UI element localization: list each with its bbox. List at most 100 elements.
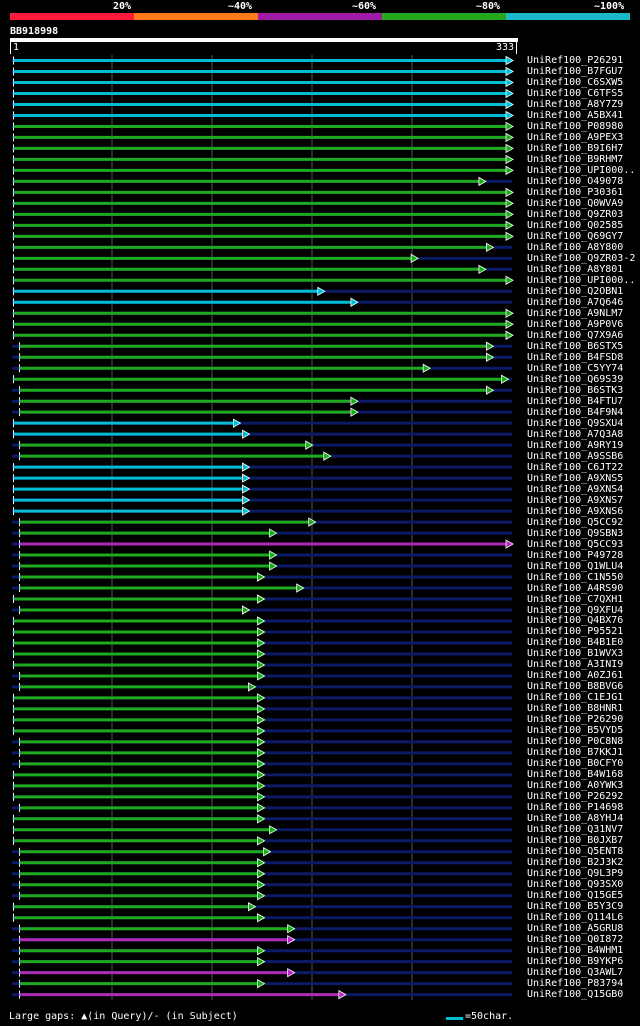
hit-label[interactable]: UniRef100_B1WVX3 — [527, 648, 624, 660]
hit-label[interactable]: UniRef100_C5YY74 — [527, 362, 624, 374]
hit-label[interactable]: UniRef100_A9XNS4 — [527, 483, 624, 495]
hit-label[interactable]: UniRef100_B5VYD5 — [527, 725, 624, 737]
hit-label[interactable]: UniRef100_B4B1E0 — [527, 637, 624, 649]
hit-label[interactable]: UniRef100_A5GRU8 — [527, 923, 624, 935]
hit-arrow — [242, 495, 251, 505]
hit-label[interactable]: UniRef100_Q114L6 — [527, 912, 624, 924]
hit-label[interactable]: UniRef100_B8BVG6 — [527, 681, 624, 693]
hit-label[interactable]: UniRef100_Q5ENT8 — [527, 846, 624, 858]
hit-label[interactable]: UniRef100_UPI000.. — [527, 164, 636, 176]
hit-label[interactable]: UniRef100_Q9L3P9 — [527, 868, 624, 880]
hit-label[interactable]: UniRef100_Q1WLU4 — [527, 560, 624, 572]
hit-label[interactable]: UniRef100_C1N550 — [527, 571, 624, 583]
hit-label[interactable]: UniRef100_A9RY19 — [527, 439, 624, 451]
hit-label[interactable]: UniRef100_A8Y7Z9 — [527, 98, 624, 110]
hit-label[interactable]: UniRef100_P26291 — [527, 55, 624, 66]
hit-label[interactable]: UniRef100_B5Y3C9 — [527, 901, 624, 913]
hit-arrow — [486, 385, 495, 395]
hit-arrow — [505, 165, 514, 176]
hit-label[interactable]: UniRef100_A7Q3A8 — [527, 428, 624, 440]
hit-label[interactable]: UniRef100_A4RS90 — [527, 582, 624, 594]
hit-label[interactable]: UniRef100_P30361 — [527, 186, 624, 198]
hit-label[interactable]: UniRef100_Q5CC93 — [527, 538, 624, 550]
hit-label[interactable]: UniRef100_C7QXH1 — [527, 593, 624, 605]
hit-label[interactable]: UniRef100_B8HNR1 — [527, 703, 624, 715]
hit-arrow — [323, 451, 332, 461]
hit-label[interactable]: UniRef100_C6JT22 — [527, 461, 624, 473]
hit-label[interactable]: UniRef100_P0C8N8 — [527, 736, 624, 748]
hit-label[interactable]: UniRef100_A9SSB6 — [527, 450, 624, 462]
hit-label[interactable]: UniRef100_P26292 — [527, 791, 624, 803]
hit-label[interactable]: UniRef100_A8Y801 — [527, 263, 624, 275]
hit-label[interactable]: UniRef100_B0CFY0 — [527, 758, 624, 770]
hit-label[interactable]: UniRef100_P14698 — [527, 802, 624, 814]
hit-label[interactable]: UniRef100_Q4BX76 — [527, 615, 624, 627]
hit-label[interactable]: UniRef100_Q9XFU4 — [527, 604, 624, 616]
hit-label[interactable]: UniRef100_P49728 — [527, 549, 624, 561]
hit-label[interactable]: UniRef100_Q2OBN1 — [527, 285, 624, 297]
hit-label[interactable]: UniRef100_B4F9N4 — [527, 406, 624, 418]
hit-label[interactable]: UniRef100_B9RHM7 — [527, 153, 624, 165]
hit-arrow — [505, 55, 514, 66]
hit-label[interactable]: UniRef100_A9NLM7 — [527, 307, 624, 319]
hit-label[interactable]: UniRef100_B9I6H7 — [527, 142, 624, 154]
hit-label[interactable]: UniRef100_Q0I872 — [527, 934, 624, 946]
hit-label[interactable]: UniRef100_Q9ZR03-2 — [527, 252, 636, 264]
hit-label[interactable]: UniRef100_Q15GB0 — [527, 989, 624, 1001]
hit-label[interactable]: UniRef100_B4FTU7 — [527, 395, 624, 407]
hit-label[interactable]: UniRef100_B6STX5 — [527, 340, 624, 352]
hit-label[interactable]: UniRef100_Q0WVA9 — [527, 197, 624, 209]
hit-label[interactable]: UniRef100_B0JXB7 — [527, 835, 624, 847]
hit-label[interactable]: UniRef100_A8YHJ4 — [527, 813, 624, 825]
hit-label[interactable]: UniRef100_Q69S39 — [527, 373, 624, 385]
hit-label[interactable]: UniRef100_P83794 — [527, 978, 624, 990]
hit-label[interactable]: UniRef100_B4WHM1 — [527, 945, 624, 957]
hit-label[interactable]: UniRef100_A9PEX3 — [527, 131, 624, 143]
hit-label[interactable]: UniRef100_Q9ZR03 — [527, 208, 624, 220]
hit-label[interactable]: UniRef100_Q3AWL7 — [527, 967, 624, 979]
hit-label[interactable]: UniRef100_A8Y800 — [527, 241, 624, 253]
hit-label[interactable]: UniRef100_O49078 — [527, 175, 624, 187]
hit-label[interactable]: UniRef100_A0ZJ61 — [527, 670, 624, 682]
hit-label[interactable]: UniRef100_C1EJG1 — [527, 692, 624, 704]
hit-arrow — [505, 231, 514, 242]
hit-label[interactable]: UniRef100_A7Q646 — [527, 296, 624, 308]
hit-label[interactable]: UniRef100_Q9SXU4 — [527, 417, 624, 429]
hit-label[interactable]: UniRef100_UPI000.. — [527, 274, 636, 286]
hit-label[interactable]: UniRef100_A9XNS5 — [527, 472, 624, 484]
hit-arrow — [257, 880, 266, 890]
hit-label[interactable]: UniRef100_Q69GY7 — [527, 230, 624, 242]
hit-label[interactable]: UniRef100_A9P0V6 — [527, 318, 624, 330]
hit-label[interactable]: UniRef100_B7FGU7 — [527, 65, 624, 77]
hit-label[interactable]: UniRef100_B4FSD8 — [527, 351, 624, 363]
hit-label[interactable]: UniRef100_A9XNS6 — [527, 505, 624, 517]
hit-arrow — [287, 935, 296, 945]
hit-label[interactable]: UniRef100_Q7X9A6 — [527, 329, 624, 341]
hit-label[interactable]: UniRef100_B6STK3 — [527, 384, 624, 396]
hit-label[interactable]: UniRef100_P08980 — [527, 120, 624, 132]
hit-label[interactable]: UniRef100_P95521 — [527, 626, 624, 638]
hit-arrow — [350, 407, 359, 417]
hit-label[interactable]: UniRef100_B4W168 — [527, 769, 624, 781]
hit-label[interactable]: UniRef100_C6TFS5 — [527, 87, 624, 99]
hit-label[interactable]: UniRef100_A0YWK3 — [527, 780, 624, 792]
hit-arrow — [257, 660, 266, 670]
hit-label[interactable]: UniRef100_A5BX41 — [527, 109, 624, 121]
hit-label[interactable]: UniRef100_Q5CC92 — [527, 516, 624, 528]
hit-label[interactable]: UniRef100_Q9SBN3 — [527, 527, 624, 539]
hit-label[interactable]: UniRef100_B7KKJ1 — [527, 747, 624, 759]
alignment-plot — [12, 55, 514, 1001]
hit-label[interactable]: UniRef100_Q93SX0 — [527, 879, 624, 891]
hit-label[interactable]: UniRef100_P26290 — [527, 714, 624, 726]
hit-arrow — [257, 704, 266, 714]
hit-label[interactable]: UniRef100_B9YKP6 — [527, 956, 624, 968]
hit-label[interactable]: UniRef100_Q15GE5 — [527, 890, 624, 902]
hit-label[interactable]: UniRef100_Q02585 — [527, 219, 624, 231]
hit-arrow — [338, 989, 347, 1000]
hit-label[interactable]: UniRef100_Q31NV7 — [527, 824, 624, 836]
hit-label[interactable]: UniRef100_C6SXW5 — [527, 76, 624, 88]
hit-label[interactable]: UniRef100_A3INI9 — [527, 659, 624, 671]
hit-label[interactable]: UniRef100_B2J3K2 — [527, 857, 624, 869]
hit-arrow — [505, 308, 514, 318]
hit-label[interactable]: UniRef100_A9XNS7 — [527, 494, 624, 506]
